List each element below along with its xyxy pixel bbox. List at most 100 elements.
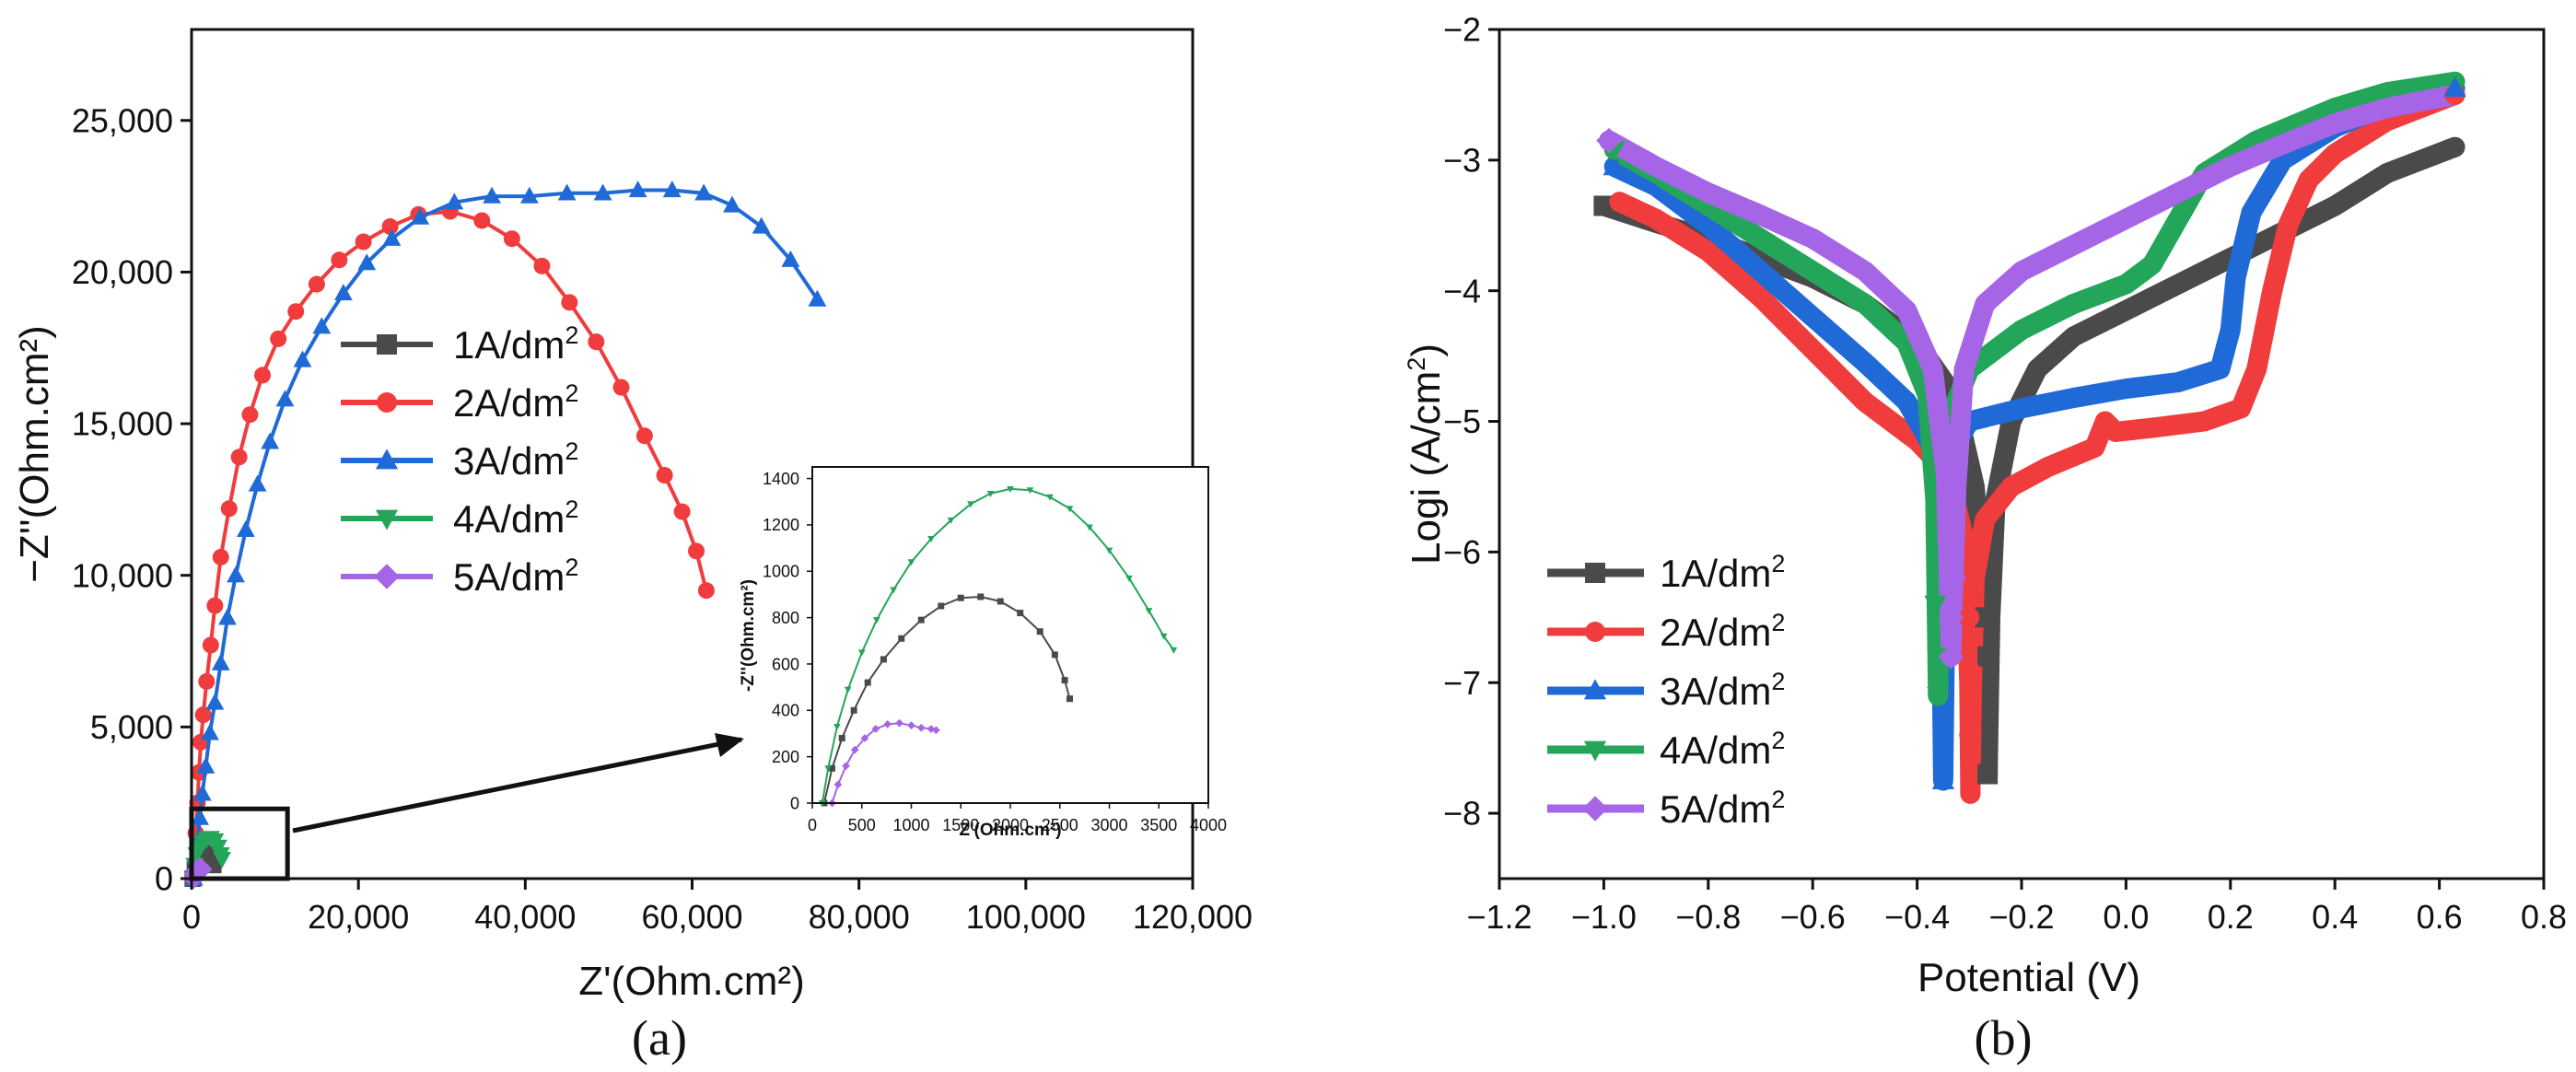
panel-a-legend-item-1: 1A/dm2 — [341, 321, 578, 367]
legend-marker-triangle-down — [1583, 740, 1607, 762]
inset-x-axis-title: Z'(Ohm.cm²) — [959, 821, 1061, 840]
inset-data-point-4A — [873, 617, 880, 624]
data-point-2A — [1960, 783, 1981, 804]
y-tick-label: −5 — [1443, 402, 1481, 440]
data-point-5A — [1938, 604, 1964, 631]
inset-data-point-1A — [938, 602, 945, 610]
legend-marker-shape — [1582, 796, 1608, 821]
inset-y-axis-title: -Z''(Ohm.cm²) — [739, 579, 758, 692]
data-point-3A — [196, 756, 216, 774]
data-point-2A — [1959, 724, 1980, 745]
x-tick-label: 0.8 — [2521, 898, 2567, 936]
data-point-5A — [1596, 127, 1622, 154]
data-point-3A — [357, 253, 377, 271]
x-tick-label: 0 — [808, 816, 817, 834]
legend-marker-shape — [1585, 622, 1605, 642]
data-point-3A — [211, 653, 230, 670]
data-point-3A — [1603, 155, 1626, 176]
panel-a-legend-item-2: 2A/dm2 — [341, 379, 578, 425]
legend-label: 5A/dm2 — [1660, 786, 1785, 831]
panel-b-ticks: −1.2 −1.0 −0.8 −0.6 −0.4 −0.2 0.0 0.2 0.4 0.6 0.8 −… — [1443, 11, 2567, 936]
legend-marker-shape — [377, 392, 397, 413]
inset-data-layer — [818, 485, 1178, 808]
inset-data-point-1A — [1067, 695, 1073, 703]
x-tick-label: −1.2 — [1466, 898, 1532, 936]
y-tick-label: −7 — [1443, 664, 1481, 702]
inset-data-point-5A — [916, 723, 926, 732]
data-point-3A — [191, 808, 209, 825]
inset-data-point-4A — [1046, 494, 1054, 501]
y-tick-label: −8 — [1443, 795, 1481, 833]
x-tick-label: 80,000 — [809, 898, 910, 936]
inset-data-point-4A — [927, 536, 935, 543]
data-point-1A — [1593, 195, 1614, 216]
legend-marker-diamond — [1582, 796, 1608, 821]
x-tick-label: 0 — [182, 898, 201, 936]
inset-data-point-5A — [860, 734, 869, 742]
legend-label: 3A/dm2 — [1660, 668, 1785, 713]
panel-a-x-axis-title: Z'(Ohm.cm²) — [578, 959, 804, 1004]
data-point-3A — [236, 519, 255, 537]
data-point-3A — [445, 192, 464, 210]
inset-data-point-1A — [898, 635, 905, 642]
data-point-2A — [194, 706, 212, 724]
y-tick-label: 400 — [772, 702, 799, 720]
legend-marker-circle — [1585, 622, 1605, 642]
y-tick-label: 15,000 — [72, 405, 173, 443]
inset-data-point-1A — [957, 594, 964, 601]
data-point-2A — [656, 467, 673, 484]
legend-label: 1A/dm2 — [1660, 550, 1785, 595]
panel-b-legend: 1A/dm2 2A/dm2 3A/dm2 4A/dm2 5A/dm2 — [1547, 550, 1785, 831]
inset-data-point-1A — [997, 598, 1004, 605]
legend-marker-triangle-up — [1583, 679, 1607, 700]
zoom-arrow-head — [715, 733, 744, 757]
data-point-4A — [1924, 595, 1947, 616]
y-tick-label: 1400 — [763, 470, 799, 488]
panel-b: −1.2 −1.0 −0.8 −0.6 −0.4 −0.2 0.0 0.2 0.4 0.6 0.8 −… — [1403, 11, 2567, 1066]
inset-data-point-1A — [917, 616, 925, 623]
inset-data-point-1A — [1051, 651, 1058, 658]
inset-data-point-4A — [1007, 485, 1014, 493]
panel-a-y-axis-title: −Z''(Ohm.cm²) — [12, 325, 57, 583]
y-tick-label: −2 — [1443, 11, 1481, 49]
inset-data-point-4A — [967, 501, 974, 508]
y-tick-label: 5,000 — [90, 708, 173, 746]
panel-a-legend-item-4: 4A/dm2 — [341, 495, 578, 541]
inset-data-point-5A — [883, 720, 892, 728]
data-point-2A — [635, 427, 653, 445]
y-tick-label: 25,000 — [72, 101, 173, 139]
data-point-2A — [308, 275, 325, 293]
legend-label: 2A/dm2 — [453, 379, 578, 425]
data-point-2A — [202, 636, 219, 654]
panel-b-legend-item-1: 1A/dm2 — [1547, 550, 1785, 595]
x-tick-label: 500 — [848, 816, 876, 834]
zoom-box — [189, 806, 290, 881]
data-point-2A — [1959, 659, 1980, 681]
data-point-2A — [355, 233, 372, 251]
data-point-4A — [213, 851, 231, 868]
x-tick-label: −1.0 — [1571, 898, 1637, 936]
data-point-3A — [248, 474, 267, 492]
legend-marker-square — [377, 334, 397, 355]
panel-b-legend-item-2: 2A/dm2 — [1547, 609, 1785, 654]
x-tick-label: 1500 — [942, 816, 979, 834]
inset-data-point-1A — [864, 679, 871, 686]
data-point-2A — [2105, 421, 2127, 442]
legend-marker-shape — [377, 334, 397, 355]
inset-data-point-5A — [833, 780, 843, 789]
data-point-2A — [588, 333, 605, 351]
inset-data-point-4A — [844, 686, 852, 693]
data-point-2A — [473, 212, 491, 229]
data-point-2A — [212, 548, 229, 565]
panel-a: 0 20,000 40,000 60,000 80,000 100,000 120,000 0… — [12, 28, 1253, 1066]
inset-data-point-4A — [1026, 487, 1034, 495]
y-tick-label: −6 — [1443, 533, 1481, 571]
panel-b-data-layer — [1593, 71, 2466, 804]
x-tick-label: 0.6 — [2417, 898, 2463, 936]
x-tick-label: 120,000 — [1133, 898, 1253, 936]
legend-marker-shape — [375, 509, 399, 530]
x-tick-label: 4000 — [1190, 816, 1227, 834]
data-point-3A — [192, 784, 212, 801]
data-point-4A — [1927, 687, 1950, 708]
legend-marker-triangle-down — [375, 509, 399, 530]
